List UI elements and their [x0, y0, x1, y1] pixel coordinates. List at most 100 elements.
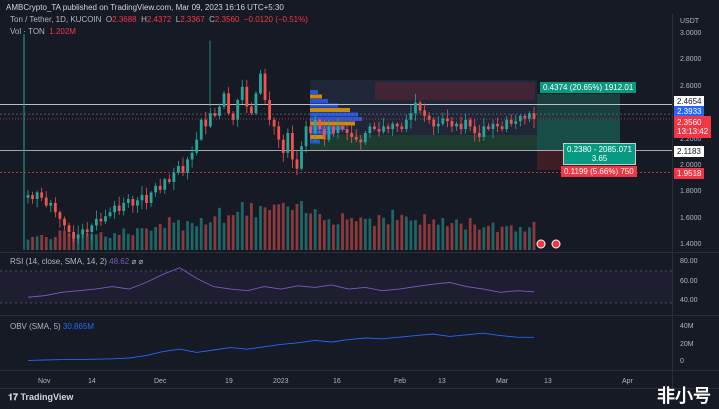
volume-bar [94, 234, 98, 250]
price-tag-last: 2.3560 13:13:42 [674, 116, 712, 138]
volume-bar [409, 220, 413, 250]
open-value: 2.3688 [112, 15, 137, 24]
event-flag-icon [551, 239, 561, 249]
volume-bar [72, 237, 75, 250]
rr-line2: 3.65 [591, 154, 608, 163]
obv-tick: 0 [680, 358, 684, 365]
watermark: 非小号 [657, 386, 711, 406]
candle-body [72, 232, 75, 239]
volume-bar [213, 216, 217, 250]
volume-profile-bar [310, 135, 325, 139]
volume-bar [245, 215, 249, 250]
high-value: 2.4372 [146, 15, 172, 24]
time-tick: 13 [544, 378, 552, 385]
candle-body [167, 179, 171, 182]
volume-label[interactable]: Vol · TON [10, 27, 45, 36]
volume-bar [44, 236, 48, 250]
volume-bar [236, 211, 240, 250]
candle-body [468, 119, 472, 127]
volume-bar [459, 223, 463, 250]
volume-bar [53, 236, 57, 250]
low-label: L [175, 15, 181, 24]
volume-bar [249, 202, 253, 250]
candle-body [441, 118, 445, 124]
volume-bar [455, 219, 458, 250]
candle-body [368, 126, 372, 133]
candle-body [459, 123, 463, 130]
obv-value: 30.865M [62, 322, 95, 331]
candle-body [395, 123, 399, 127]
candle-body [199, 119, 203, 140]
volume-bar [414, 220, 417, 250]
candle-body [190, 152, 194, 160]
candle-body [195, 139, 199, 153]
obv-legend: OBV (SMA, 5) 30.865M [10, 322, 94, 331]
candle-body [377, 129, 381, 132]
price-tick: 2.2000 [680, 135, 702, 143]
candle-body [204, 119, 208, 127]
hidden-value-icon: ⌀ ⌀ [131, 257, 144, 266]
price-tag-line-bottom: 2.1183 [674, 146, 704, 157]
volume-bar [99, 232, 103, 250]
candle-body [140, 195, 144, 201]
change-value: −0.0120 (−0.51%) [243, 15, 308, 24]
candle-body [49, 202, 53, 206]
volume-bar [509, 225, 513, 250]
volume-bar [500, 226, 504, 250]
time-tick: 19 [225, 378, 233, 385]
time-tick: 13 [438, 378, 446, 385]
volume-profile-bar [310, 94, 322, 99]
volume-bar [76, 234, 80, 250]
volume-bar [149, 230, 153, 250]
rsi-legend: RSI (14, close, SMA, 14, 2) 48.62 ⌀ ⌀ [10, 257, 143, 266]
candle-body [518, 115, 522, 122]
risk-reward-label: 0.2380 - 2085.071 3.65 [563, 143, 636, 165]
price-tag-line-top: 2.4654 [674, 96, 705, 107]
volume-bar [336, 224, 340, 250]
volume-bar [136, 228, 139, 250]
time-tick: Feb [394, 378, 407, 385]
candle-body [532, 113, 536, 120]
volume-bar [254, 217, 258, 250]
volume-profile-bar [310, 108, 350, 112]
time-tick: Dec [154, 378, 167, 385]
candle-body [409, 113, 413, 120]
candle-body [177, 166, 180, 173]
volume-bar [382, 217, 385, 250]
rsi-label[interactable]: RSI (14, close, SMA, 14, 2) [10, 257, 107, 266]
volume-bar [167, 217, 171, 250]
volume-bar [532, 221, 536, 250]
volume-bar [145, 228, 148, 250]
candle-body [304, 126, 308, 147]
candle-body [218, 106, 221, 116]
volume-bar [158, 224, 162, 250]
volume-bar [487, 225, 490, 250]
candle-body [359, 139, 363, 143]
volume-bar [63, 230, 66, 250]
obv-label[interactable]: OBV (SMA, 5) [10, 322, 61, 331]
open-label: O [105, 15, 113, 24]
candle-body [336, 126, 340, 133]
candle-body [122, 202, 126, 211]
candle-body [67, 225, 71, 232]
volume-bar [154, 227, 158, 250]
volume-bar [140, 228, 144, 250]
candle-body [44, 197, 48, 206]
candle-body [231, 113, 235, 120]
rsi-tick: 60.00 [680, 278, 698, 285]
candle-body [236, 100, 240, 120]
candle-body [281, 139, 285, 153]
candle-body [136, 200, 139, 206]
symbol-label[interactable]: Ton / Tether, 1D, KUCOIN [10, 15, 102, 24]
volume-profile-bar [310, 112, 358, 117]
candle-body [363, 133, 367, 143]
candle-body [523, 115, 527, 119]
candle-body [464, 119, 468, 130]
tradingview-logo[interactable]: 𝟏𝟕 TradingView [8, 392, 74, 402]
candle-body [286, 133, 290, 153]
candle-body [332, 126, 335, 133]
volume-bar [528, 227, 531, 250]
volume-bar [464, 229, 468, 250]
candle-body [345, 129, 349, 133]
